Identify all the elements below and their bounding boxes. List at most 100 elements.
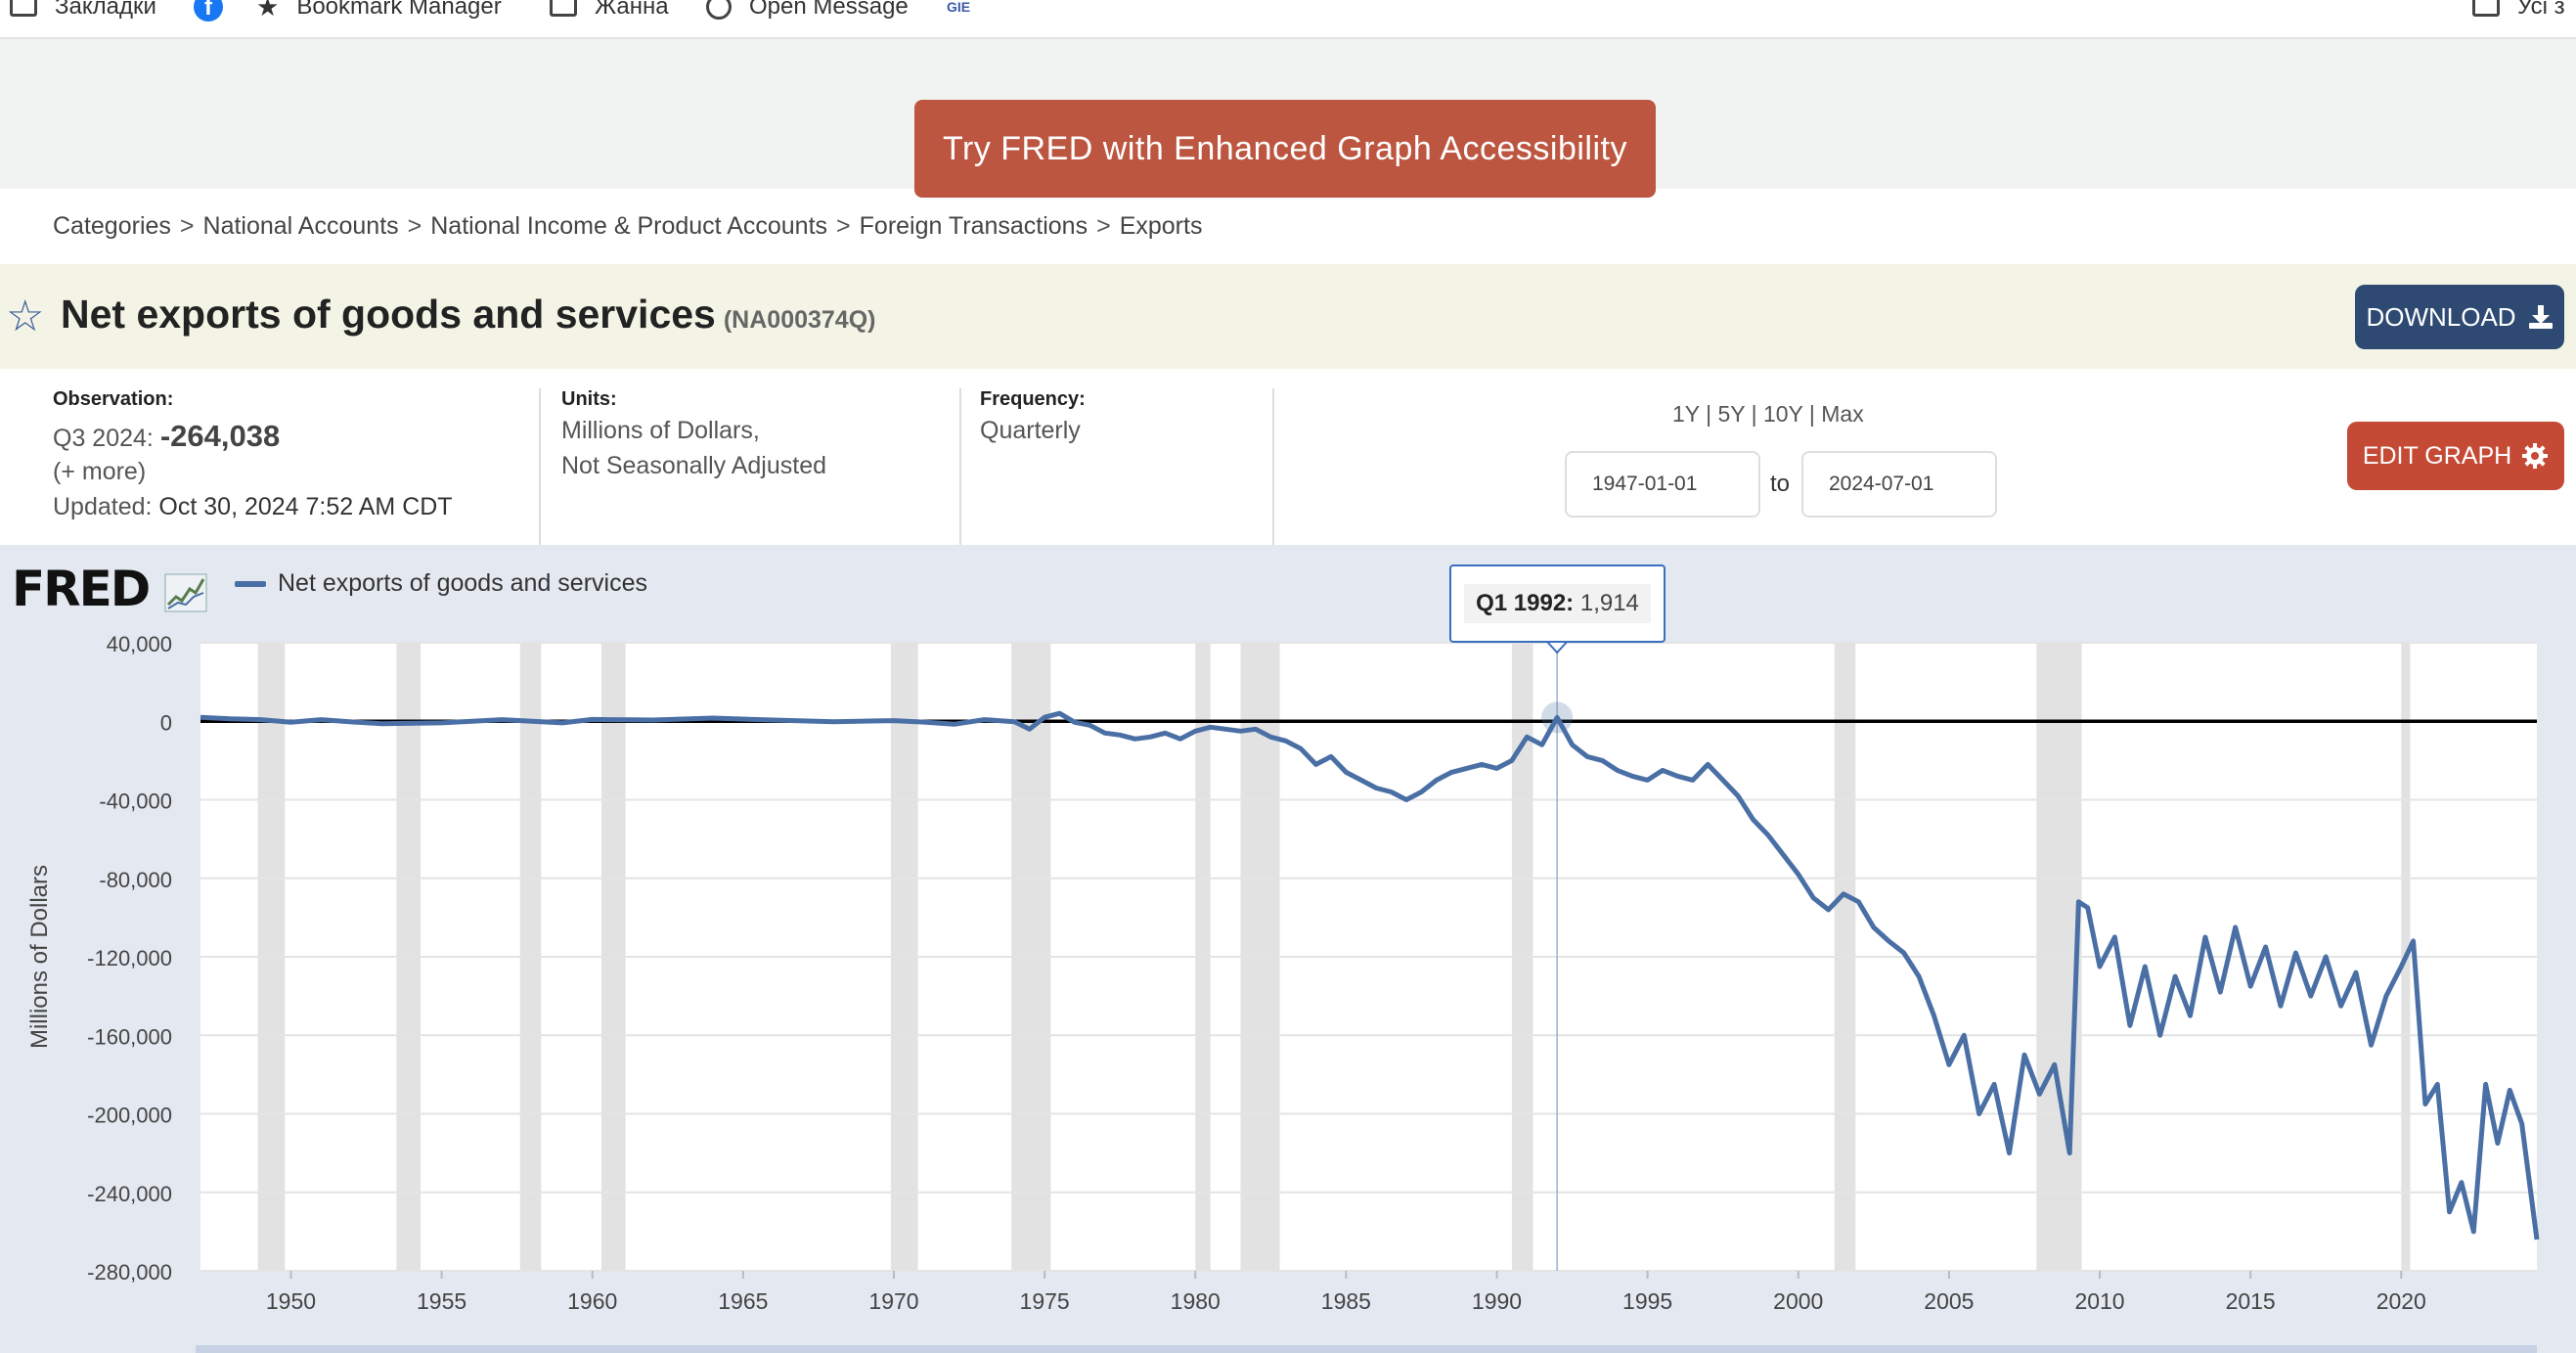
bookmark-zakladky[interactable]: Закладки <box>10 0 156 22</box>
units-label: Units: <box>561 388 617 410</box>
fred-logo: FRED <box>12 561 207 617</box>
x-tick-label: 1985 <box>1321 1288 1371 1314</box>
page-title: Net exports of goods and services (NA0003… <box>61 292 876 338</box>
frequency-label: Frequency: <box>980 388 1086 410</box>
legend-swatch <box>235 580 266 587</box>
bookmarks-bar: Закладки f ★ Bookmark Manager Жанна Open… <box>0 0 2576 39</box>
bookmark-manager[interactable]: ★ Bookmark Manager <box>256 0 502 22</box>
x-tick-label: 2015 <box>2226 1288 2276 1314</box>
end-date-input[interactable]: 2024-07-01 <box>1801 451 1997 518</box>
bookmark-all[interactable]: Усі з <box>2472 0 2565 22</box>
breadcrumb-foreign-transactions[interactable]: Foreign Transactions <box>859 212 1088 240</box>
breadcrumb-categories[interactable]: Categories <box>53 212 171 240</box>
x-tick-label: 1975 <box>1020 1288 1070 1314</box>
tooltip-date: Q1 1992: <box>1476 590 1575 616</box>
edit-graph-label: EDIT GRAPH <box>2362 441 2512 470</box>
range-10y[interactable]: 10Y <box>1762 401 1803 427</box>
x-tick-label: 1950 <box>266 1288 316 1314</box>
folder-icon <box>10 0 37 17</box>
bookmark-facebook[interactable]: f <box>194 0 241 22</box>
units-line2: Not Seasonally Adjusted <box>561 452 827 479</box>
x-tick-label: 1960 <box>567 1288 617 1314</box>
updated-label: Updated: <box>53 493 153 520</box>
folder-icon <box>550 0 577 17</box>
y-tick-label: -280,000 <box>87 1260 172 1285</box>
divider <box>1272 388 1274 545</box>
bookmark-label: Жанна <box>595 0 669 20</box>
series-title-bar: ☆ Net exports of goods and services (NA00… <box>0 264 2576 369</box>
download-icon <box>2528 305 2553 329</box>
to-label: to <box>1770 471 1791 497</box>
hover-point <box>1541 701 1574 734</box>
bookmark-label: Усі з <box>2517 0 2565 20</box>
range-1y[interactable]: 1Y <box>1672 401 1700 427</box>
y-tick-label: -80,000 <box>99 868 172 892</box>
x-tick-label: 1965 <box>718 1288 768 1314</box>
more-observations-link[interactable]: (+ more) <box>53 458 147 485</box>
try-accessibility-button[interactable]: Try FRED with Enhanced Graph Accessibili… <box>914 100 1656 198</box>
line-chart[interactable]: 40,000 0 -40,000 -80,000 -120,000 -160,000 -20… <box>0 545 2576 1353</box>
start-date-input[interactable]: 1947-01-01 <box>1565 451 1760 518</box>
divider <box>959 388 961 545</box>
units-block: Units: Millions of Dollars, Not Seasonal… <box>561 388 826 483</box>
updated-value: Oct 30, 2024 7:52 AM CDT <box>158 493 453 520</box>
legend-series-name: Net exports of goods and services <box>278 569 647 597</box>
favorite-star-icon[interactable]: ☆ <box>6 293 45 340</box>
x-tick-label: 1995 <box>1622 1288 1672 1314</box>
bookmark-label: Закладки <box>55 0 156 20</box>
star-icon: ★ <box>256 0 280 22</box>
folder-icon <box>2472 0 2500 17</box>
y-tick-label: -40,000 <box>99 789 172 814</box>
bookmark-zhanna[interactable]: Жанна <box>550 0 669 22</box>
chart-tooltip: Q1 1992: 1,914 <box>1449 564 1666 643</box>
x-tick-label: 1970 <box>868 1288 918 1314</box>
fred-logo-text: FRED <box>12 561 151 617</box>
frequency-block: Frequency: Quarterly <box>980 388 1086 448</box>
x-tick-label: 1990 <box>1472 1288 1522 1314</box>
series-line <box>200 710 2540 1240</box>
x-tick-label: 2020 <box>2376 1288 2426 1314</box>
observation-main: Q3 2024: -264,038 <box>53 419 453 454</box>
range-5y[interactable]: 5Y <box>1717 401 1746 427</box>
observation-period: Q3 2024: <box>53 425 154 452</box>
y-tick-label: -200,000 <box>87 1104 172 1128</box>
y-tick-label: 40,000 <box>107 632 172 656</box>
facebook-icon: f <box>194 0 223 22</box>
updated-line: Updated: Oct 30, 2024 7:52 AM CDT <box>53 489 453 524</box>
units-line1: Millions of Dollars, <box>561 417 760 444</box>
edit-graph-button[interactable]: EDIT GRAPH <box>2347 422 2564 490</box>
download-label: DOWNLOAD <box>2366 301 2516 332</box>
observation-block: Observation: Q3 2024: -264,038 (+ more) … <box>53 388 453 524</box>
x-tick-label: 2005 <box>1924 1288 1974 1314</box>
range-links: 1Y | 5Y | 10Y | Max <box>1672 401 1864 427</box>
x-tick-label: 1980 <box>1171 1288 1221 1314</box>
y-tick-label: 0 <box>160 710 172 735</box>
breadcrumb-national-accounts[interactable]: National Accounts <box>202 212 399 240</box>
x-tick-label: 2010 <box>2074 1288 2124 1314</box>
y-tick-label: -240,000 <box>87 1182 172 1206</box>
bookmark-label: Open Message <box>749 0 909 20</box>
breadcrumb-exports[interactable]: Exports <box>1119 212 1203 240</box>
globe-icon <box>706 0 732 20</box>
breadcrumb: Categories > National Accounts > National In… <box>53 212 1203 240</box>
x-tick-label: 1955 <box>417 1288 466 1314</box>
chart-logo-icon <box>164 573 207 611</box>
tooltip-content: Q1 1992: 1,914 <box>1464 584 1651 623</box>
chart-legend[interactable]: Net exports of goods and services <box>235 569 647 598</box>
y-axis-label: Millions of Dollars <box>26 865 53 1049</box>
observation-value: -264,038 <box>159 419 281 453</box>
download-button[interactable]: DOWNLOAD <box>2355 285 2564 349</box>
bookmark-gie[interactable]: GIE <box>947 0 970 22</box>
bookmark-label: Bookmark Manager <box>296 0 502 20</box>
series-title: Net exports of goods and services <box>61 292 716 337</box>
breadcrumb-nipa[interactable]: National Income & Product Accounts <box>430 212 828 240</box>
series-info-row: Observation: Q3 2024: -264,038 (+ more) … <box>0 369 2576 545</box>
x-tick-label: 2000 <box>1773 1288 1823 1314</box>
range-max[interactable]: Max <box>1821 401 1864 427</box>
frequency-value: Quarterly <box>980 417 1081 444</box>
series-id: (NA000374Q) <box>723 306 876 334</box>
gie-icon: GIE <box>947 0 971 15</box>
bookmark-open-message[interactable]: Open Message <box>706 0 909 22</box>
graph-area: 40,000 0 -40,000 -80,000 -120,000 -160,000 -20… <box>0 545 2576 1353</box>
y-tick-label: -160,000 <box>87 1024 172 1049</box>
